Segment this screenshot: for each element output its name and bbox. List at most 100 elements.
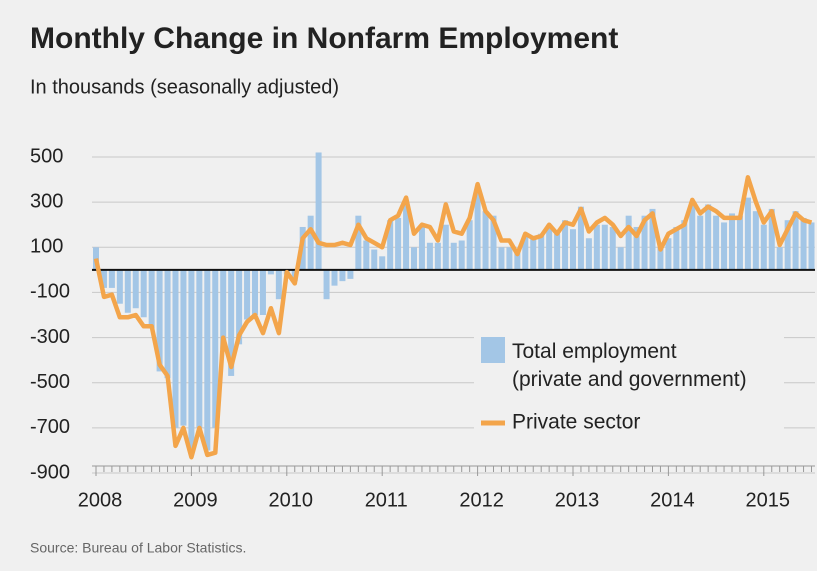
bar [339, 269, 346, 282]
bar [403, 202, 410, 270]
bar [609, 226, 616, 270]
bar [228, 269, 235, 376]
y-tick-label: -500 [30, 371, 70, 393]
bar [442, 224, 449, 270]
bar [418, 224, 425, 270]
bar [93, 247, 99, 270]
bar [132, 269, 139, 309]
bar [220, 269, 227, 349]
bar [323, 269, 330, 300]
bar [729, 213, 735, 270]
y-tick-label: 300 [30, 190, 63, 212]
bar [736, 215, 743, 270]
bar [546, 224, 553, 270]
y-tick-label: -700 [30, 416, 70, 438]
bar [705, 204, 712, 270]
bar [355, 215, 362, 270]
y-tick-label: 100 [30, 236, 63, 258]
bar [116, 269, 123, 304]
bar [124, 269, 131, 313]
bar [100, 269, 107, 288]
bar [713, 215, 720, 270]
bar [800, 217, 807, 270]
bar [204, 269, 211, 451]
bar [530, 236, 537, 270]
bar [196, 269, 203, 428]
bar [259, 269, 266, 315]
bar [212, 269, 219, 428]
x-tick-label: 2013 [555, 489, 600, 511]
bar [784, 220, 791, 270]
bar [411, 247, 417, 270]
bar [387, 220, 394, 270]
bar [538, 233, 545, 270]
bar [267, 269, 274, 275]
bar [466, 220, 473, 270]
y-tick-label: -900 [30, 461, 70, 483]
bar [148, 269, 155, 329]
bar [792, 211, 799, 270]
bar [760, 224, 767, 270]
bar [156, 269, 163, 372]
legend-swatch [481, 337, 505, 363]
y-tick-label: 500 [30, 145, 63, 167]
bar [633, 226, 640, 270]
bar [426, 242, 433, 270]
bar [689, 202, 696, 270]
bar [577, 206, 584, 270]
source: Source: Bureau of Labor Statistics. [30, 540, 246, 556]
bar [721, 222, 728, 270]
bar [363, 240, 370, 270]
y-tick-label: -300 [30, 326, 70, 348]
bar [188, 269, 195, 449]
bar [681, 220, 688, 270]
bar [808, 222, 815, 270]
bar [657, 247, 664, 270]
bar [641, 215, 648, 270]
bar [458, 240, 465, 270]
x-tick-label: 2012 [459, 489, 504, 511]
x-tick-label: 2014 [650, 489, 695, 511]
bar [514, 251, 521, 270]
x-tick-label: 2015 [746, 489, 791, 511]
bar [625, 215, 632, 270]
bar [164, 269, 171, 379]
bar [665, 238, 672, 270]
legend-label: Total employment (private and government) [512, 340, 747, 391]
x-tick-label: 2009 [173, 489, 218, 511]
x-tick-label: 2008 [78, 489, 123, 511]
bar [562, 220, 569, 270]
bar [768, 208, 775, 270]
bar [744, 197, 751, 270]
y-tick-label: -100 [30, 281, 70, 303]
bar [593, 224, 600, 270]
bar [617, 247, 624, 270]
bar [434, 242, 441, 270]
bar [315, 152, 322, 270]
bar [482, 211, 489, 270]
chart-title: Monthly Change in Nonfarm Employment [30, 22, 618, 55]
bar [307, 215, 314, 270]
bar [673, 226, 680, 270]
bar [474, 188, 481, 270]
bar [570, 229, 576, 270]
bar [752, 211, 759, 270]
bar [395, 217, 402, 270]
bar [236, 269, 243, 345]
bar [585, 238, 592, 270]
bar [776, 247, 783, 270]
bar [275, 269, 282, 300]
bar [450, 242, 457, 270]
bar [649, 208, 656, 270]
bar [244, 269, 251, 320]
x-tick-label: 2011 [365, 489, 408, 511]
bar [506, 247, 513, 270]
bar [498, 247, 505, 270]
x-tick-label: 2010 [269, 489, 314, 511]
bar [252, 269, 258, 315]
bar [601, 224, 608, 270]
bar [490, 215, 497, 270]
bar [180, 269, 187, 426]
